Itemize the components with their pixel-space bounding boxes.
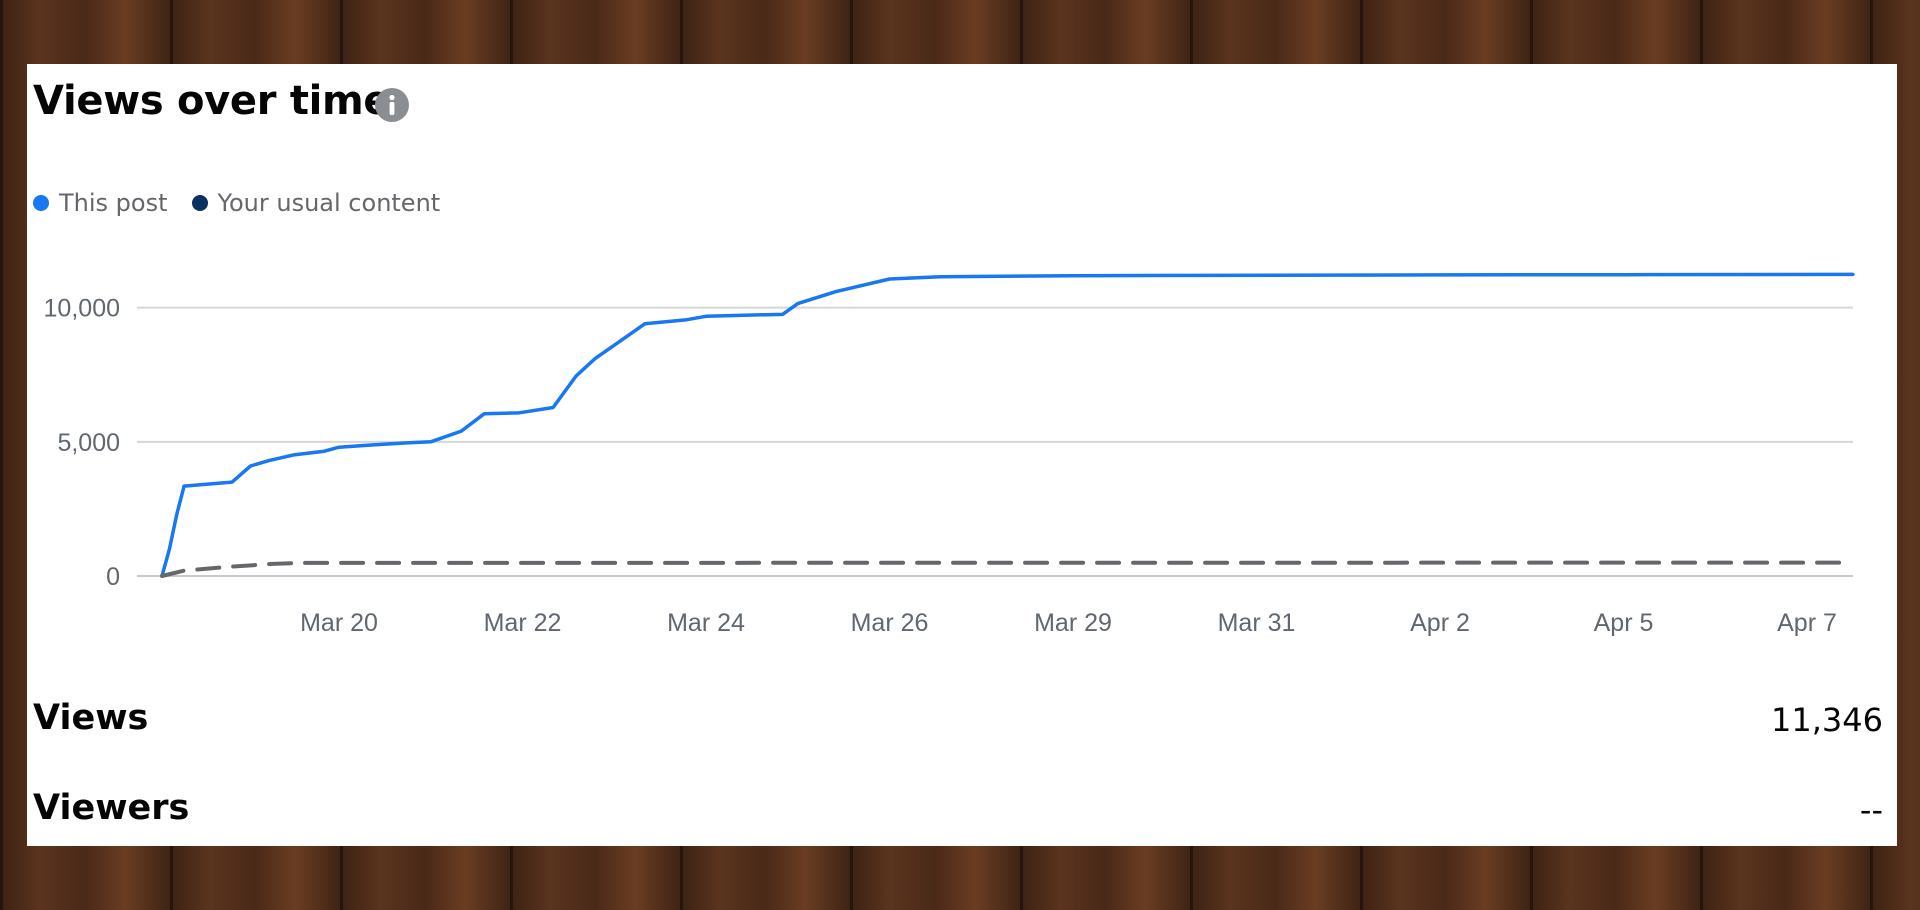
x-tick-label: Mar 20 [300,609,378,637]
y-tick-label: 5,000 [57,429,120,457]
views-label: Views [33,698,149,738]
legend-item-usual-content[interactable]: Your usual content [191,189,441,217]
views-value: 11,346 [1771,701,1883,739]
y-tick-label: 0 [106,563,120,591]
legend-label-this-post: This post [59,189,168,217]
info-icon[interactable] [375,88,409,122]
x-tick-label: Mar 22 [484,609,562,637]
legend-dot-this-post [33,195,49,211]
series-line-usual-content [160,560,1855,578]
legend-dot-usual-content [191,195,208,211]
views-card: Views over time This post Your usual con… [27,64,1897,846]
x-tick-label: Mar 26 [851,609,929,637]
chart-legend: This post Your usual content [33,189,464,217]
x-tick-label: Apr 5 [1594,609,1654,637]
x-tick-label: Apr 2 [1410,609,1470,637]
x-tick-label: Mar 24 [667,609,745,637]
x-tick-label: Apr 7 [1777,609,1837,637]
legend-label-usual-content: Your usual content [217,189,441,217]
card-title: Views over time [33,78,391,124]
legend-item-this-post[interactable]: This post [33,189,168,217]
viewers-label: Viewers [33,788,190,828]
x-tick-label: Mar 31 [1218,609,1296,637]
viewers-value: -- [1859,791,1883,829]
x-tick-label: Mar 29 [1034,609,1112,637]
series-line-this-post [160,272,1855,578]
views-line-chart: 0 5,000 10,000 Mar 20 Mar 22 Mar 24 Mar 26 Mar … [44,272,1855,637]
y-tick-label: 10,000 [44,295,120,323]
